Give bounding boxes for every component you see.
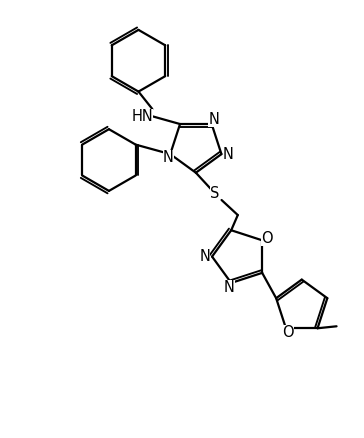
Text: N: N [223,147,234,162]
Text: HN: HN [131,109,153,124]
Text: S: S [210,186,219,201]
Text: N: N [224,280,235,295]
Text: O: O [261,231,273,246]
Text: O: O [282,325,294,340]
Text: N: N [199,249,210,264]
Text: N: N [208,112,219,127]
Text: N: N [163,150,174,165]
